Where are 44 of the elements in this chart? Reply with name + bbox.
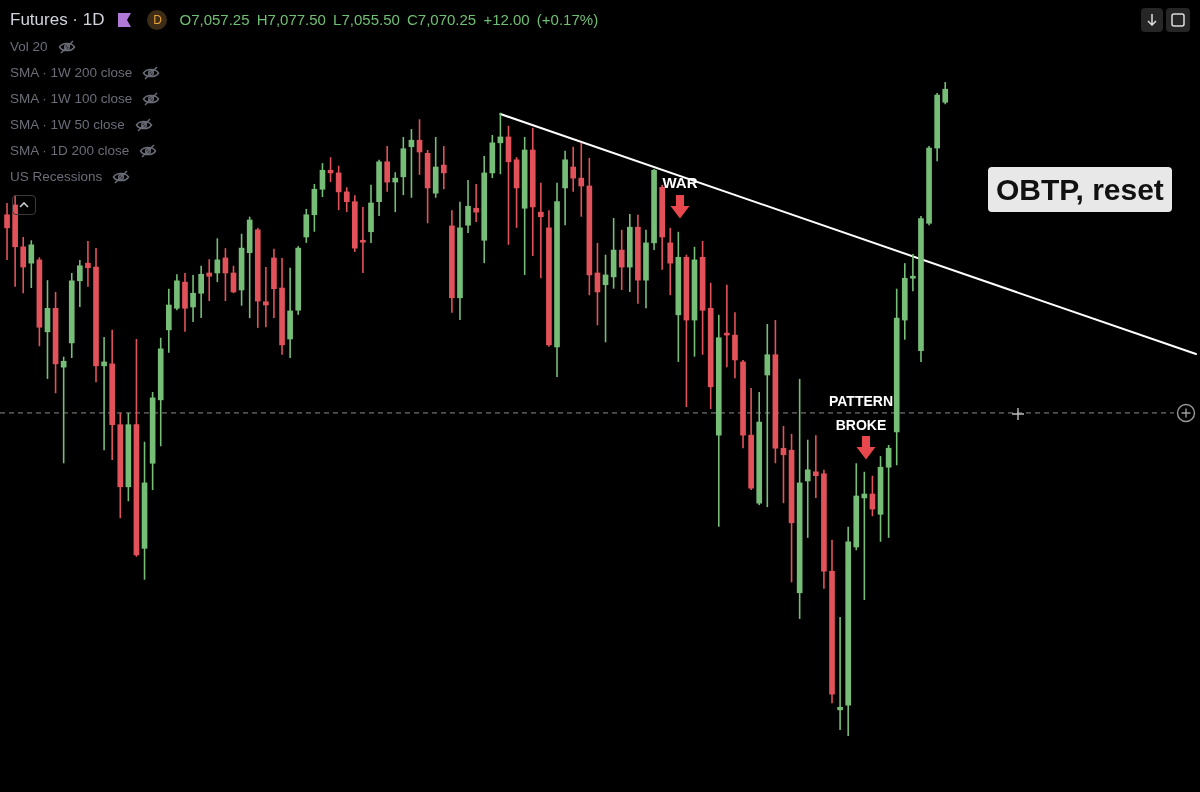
candlestick — [101, 336, 107, 451]
candlestick — [667, 227, 674, 296]
candlestick — [578, 142, 585, 218]
text: O7,057.25 H7,077.50 L7,055.50 C7,070.25 +12.00 (+0.17%) — [179, 10, 599, 30]
annotation: SMA · 1W 50 close — [10, 117, 125, 133]
candlestick — [190, 274, 196, 323]
annotation: WAR — [662, 174, 698, 192]
candlestick — [570, 145, 577, 193]
candlestick — [384, 145, 390, 193]
annotation: PATTERN BROKE — [828, 392, 894, 435]
text: SMA · 1W 200 close — [10, 65, 133, 81]
annotation: SMA · 1W 100 close — [10, 91, 133, 107]
candlestick — [618, 229, 625, 291]
candlestick — [910, 253, 916, 293]
candlestick — [804, 438, 811, 539]
annotation: SMA · 1D 200 close — [10, 143, 130, 159]
candlestick — [319, 162, 326, 198]
candlestick — [538, 181, 544, 279]
candlestick — [440, 145, 447, 191]
text: Vol 20 — [10, 39, 48, 55]
candlestick — [360, 206, 366, 274]
candlestick — [473, 183, 479, 223]
candlestick — [465, 179, 471, 234]
annotation: OBTP, reset — [988, 167, 1172, 212]
text: D — [147, 10, 168, 30]
candlestick — [28, 239, 35, 289]
candlestick — [813, 434, 819, 499]
candlestick — [392, 171, 399, 213]
candlestick — [942, 81, 949, 106]
candlestick — [764, 323, 771, 508]
candlestick — [303, 208, 310, 244]
candlestick — [20, 236, 27, 295]
candlestick — [885, 444, 892, 539]
candlestick — [263, 266, 269, 329]
candlestick — [214, 237, 221, 283]
annotation: US Recessions — [10, 169, 103, 185]
candlestick — [837, 616, 843, 731]
chart-title: Futures · 1D — [10, 10, 105, 30]
candlestick — [206, 258, 213, 302]
candlestick — [77, 259, 83, 308]
candlestick — [343, 186, 350, 213]
candlestick — [85, 240, 91, 288]
candlestick — [198, 264, 204, 319]
candlestick — [4, 202, 10, 261]
